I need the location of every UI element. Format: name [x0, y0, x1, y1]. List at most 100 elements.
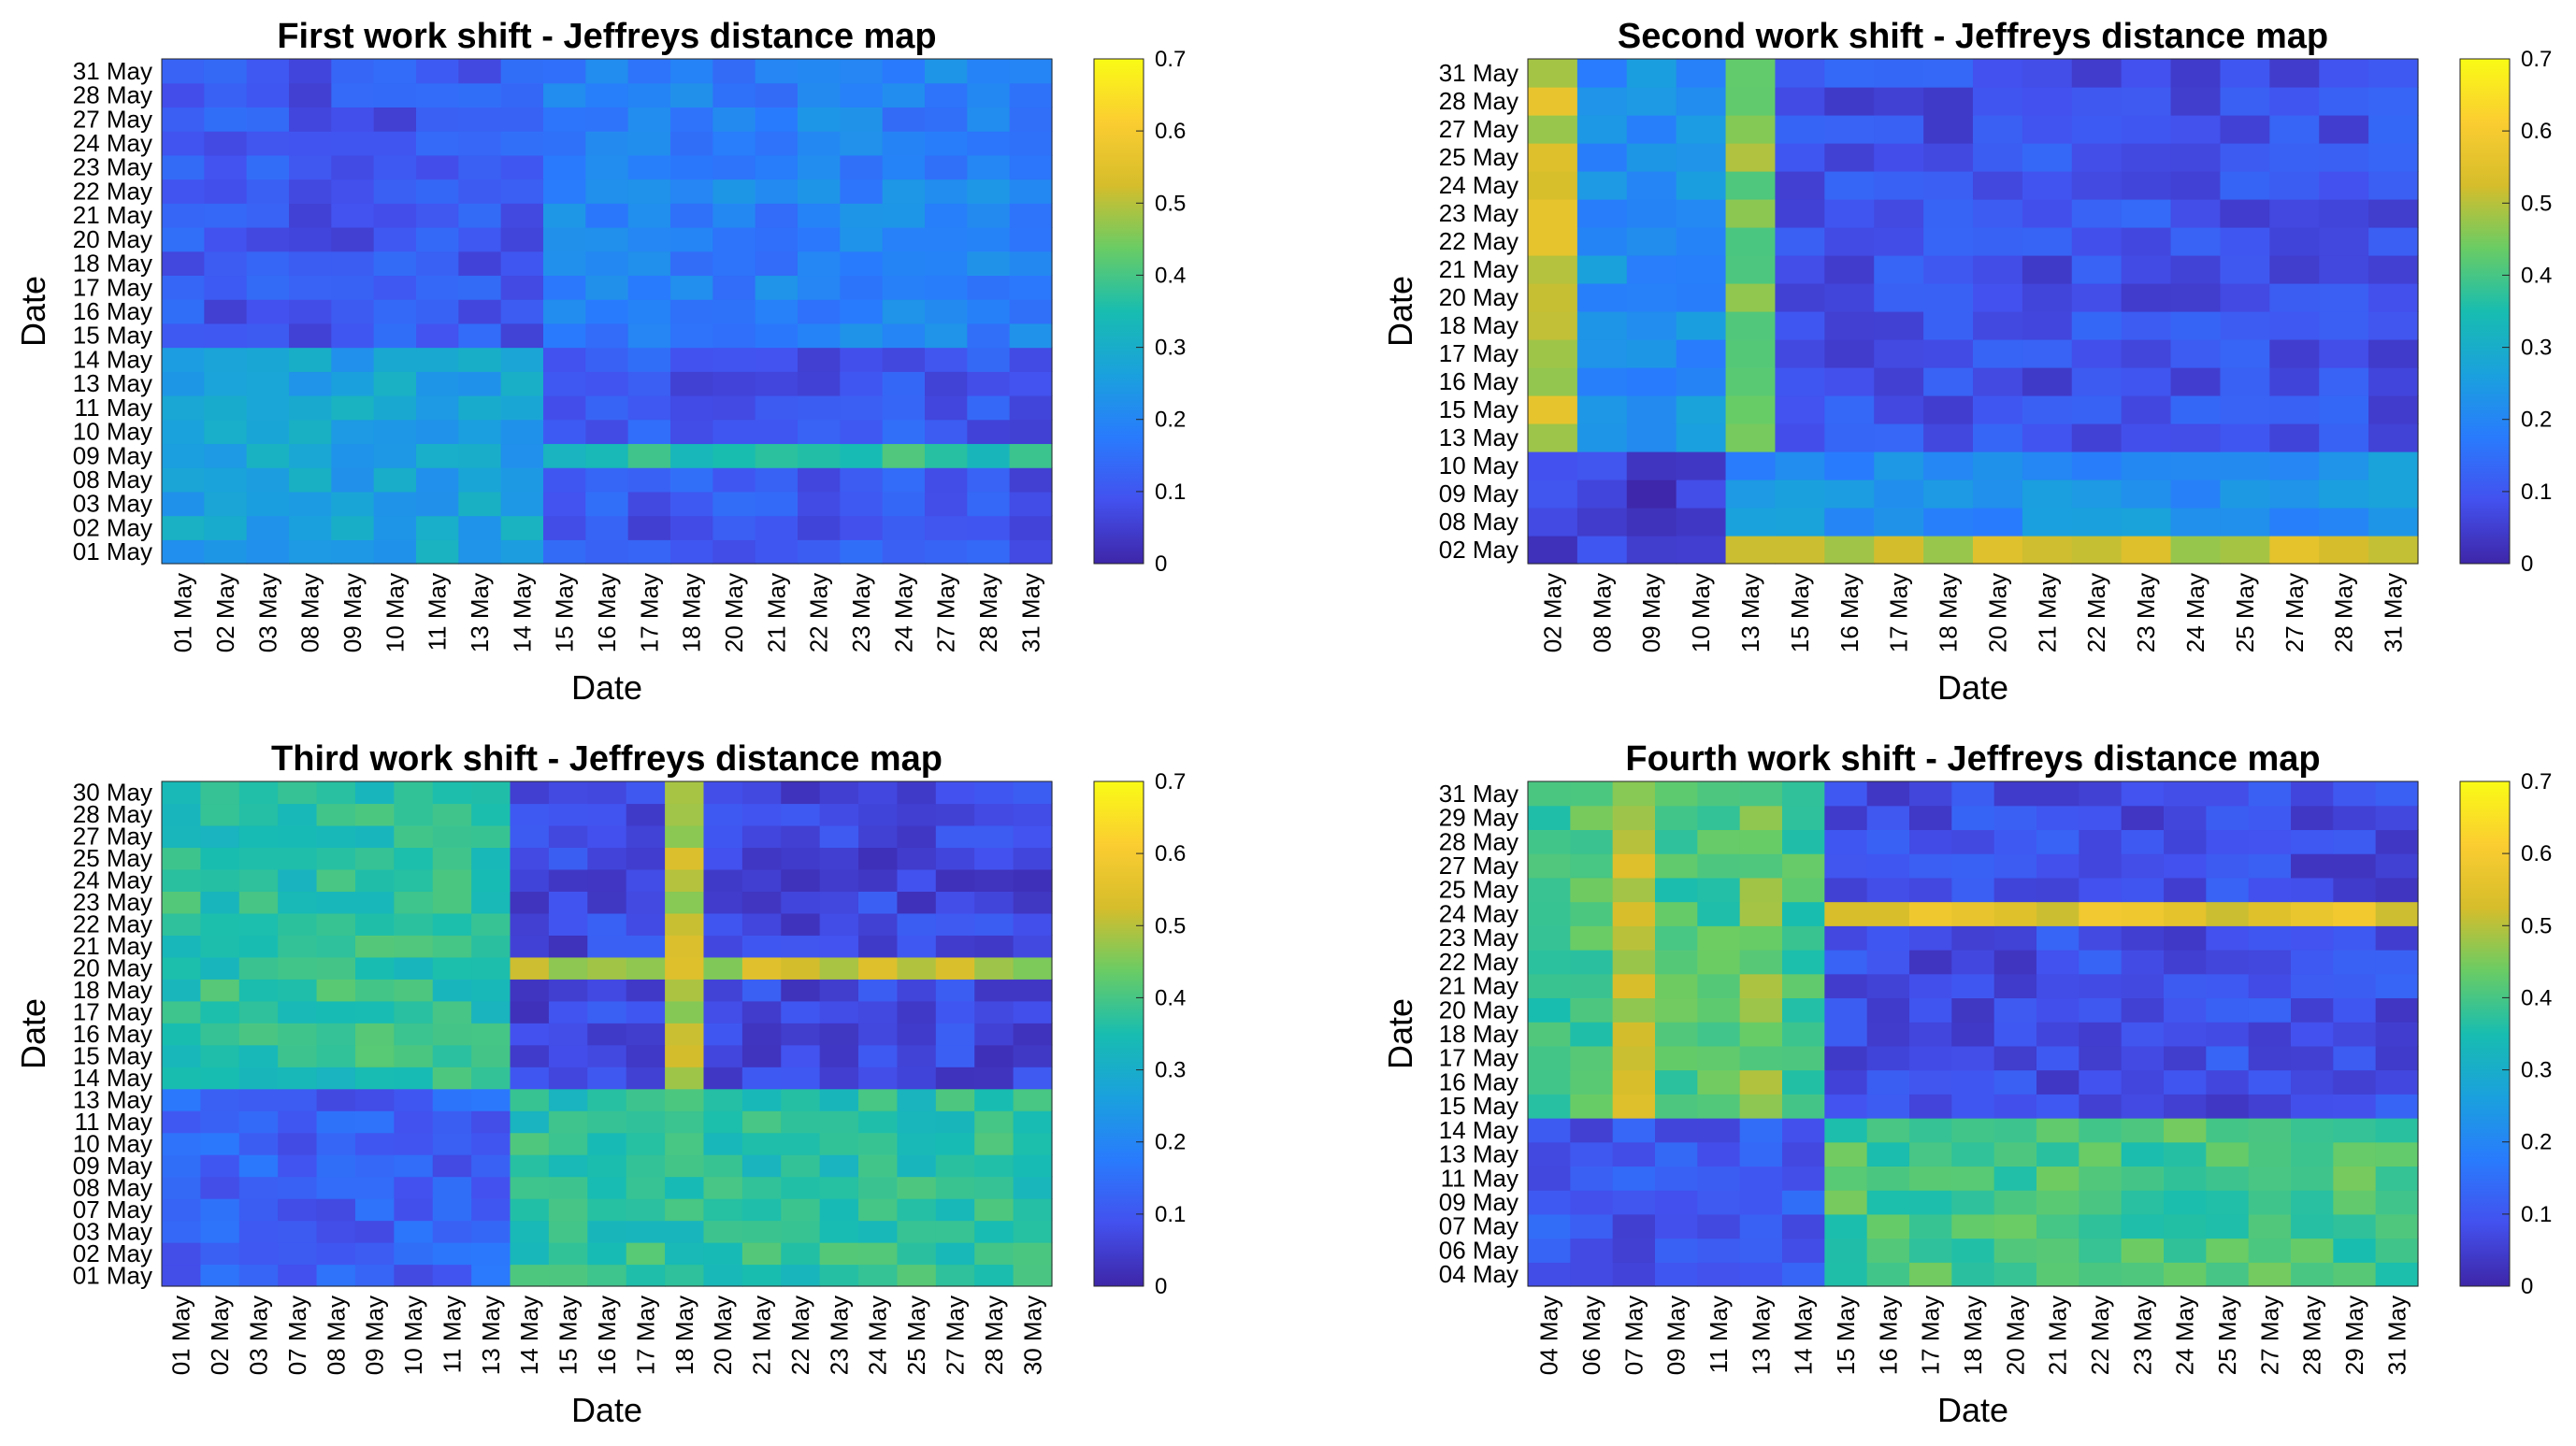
heatmap-cell: [500, 251, 544, 277]
heatmap-cell: [670, 59, 713, 84]
heatmap-cell: [1874, 171, 1924, 200]
heatmap-cell: [1676, 536, 1727, 565]
heatmap-cell: [289, 322, 332, 349]
heatmap-cell: [458, 347, 502, 372]
heatmap-cell: [2170, 171, 2222, 200]
heatmap-cell: [2269, 480, 2320, 508]
heatmap-cell: [354, 1088, 395, 1111]
heatmap-cell: [354, 824, 395, 849]
heatmap-cell: [432, 1220, 472, 1243]
heatmap-cell: [1697, 950, 1741, 975]
heatmap-cell: [974, 1110, 1015, 1134]
y-tick-label: 31 May: [73, 57, 152, 85]
heatmap-cell: [1655, 1069, 1698, 1095]
heatmap-cell: [2269, 59, 2320, 88]
heatmap-cell: [200, 1154, 240, 1178]
heatmap-cell: [1612, 1190, 1656, 1215]
heatmap-cell: [289, 371, 332, 396]
heatmap-cell: [200, 1110, 240, 1134]
heatmap-cell: [432, 956, 472, 980]
heatmap-cell: [2121, 367, 2172, 396]
heatmap-cell: [204, 491, 248, 517]
heatmap-cell: [316, 1000, 356, 1024]
heatmap-cell: [2164, 973, 2207, 999]
x-tick-label: 30 May: [1018, 1296, 1046, 1375]
heatmap-cell: [316, 1023, 356, 1046]
heatmap-cell: [548, 868, 588, 892]
heatmap-cell: [703, 1242, 743, 1266]
heatmap-cell: [1874, 59, 1924, 88]
heatmap-cell: [712, 275, 756, 300]
heatmap-cell: [935, 891, 975, 914]
heatmap-cell: [1528, 1141, 1571, 1167]
heatmap-cell: [1993, 781, 2037, 807]
heatmap-cell: [500, 131, 544, 156]
heatmap-cell: [2071, 508, 2123, 537]
heatmap-cell: [1697, 781, 1741, 807]
heatmap-cell: [755, 154, 799, 180]
heatmap-cell: [1576, 199, 1628, 228]
heatmap-cell: [2248, 1118, 2292, 1143]
heatmap-cell: [1993, 1118, 2037, 1143]
heatmap-cell: [1923, 311, 1974, 340]
heatmap-cell: [1626, 59, 1677, 88]
heatmap-cell: [246, 395, 290, 421]
y-tick-label: 09 May: [73, 441, 152, 469]
heatmap-cell: [1612, 1069, 1656, 1095]
heatmap-cell: [2220, 311, 2270, 340]
heatmap-cell: [974, 1176, 1015, 1199]
heatmap-cell: [2368, 171, 2419, 200]
heatmap-cell: [755, 467, 799, 493]
heatmap-cell: [2121, 997, 2165, 1023]
heatmap-cell: [1973, 311, 2023, 340]
heatmap-cell: [1676, 283, 1727, 312]
heatmap-cell: [1824, 395, 1875, 424]
heatmap-cell: [755, 107, 799, 132]
heatmap-cell: [200, 1088, 240, 1111]
heatmap-cell: [2170, 199, 2222, 228]
heatmap-cell: [670, 491, 713, 517]
heatmap-cell: [2291, 1213, 2334, 1239]
heatmap-cell: [331, 515, 375, 540]
heatmap-cell: [2368, 115, 2419, 144]
y-tick-label: 31 May: [1439, 780, 1518, 808]
heatmap-cell: [819, 1220, 859, 1243]
heatmap-cell: [246, 82, 290, 108]
heatmap-cell: [2333, 829, 2377, 854]
heatmap-cell: [548, 1242, 588, 1266]
y-tick-label: 01 May: [73, 1261, 152, 1289]
heatmap-cell: [510, 1023, 550, 1046]
heatmap-cell: [1993, 901, 2037, 926]
heatmap-cell: [1576, 508, 1628, 537]
heatmap-cell: [2121, 227, 2172, 256]
heatmap-cell: [162, 979, 201, 1002]
heatmap-cell: [548, 1220, 588, 1243]
heatmap-cell: [1923, 423, 1974, 452]
heatmap-cell: [798, 322, 841, 349]
heatmap-cell: [798, 203, 841, 228]
heatmap-cell: [548, 912, 588, 936]
heatmap-cell: [1824, 227, 1875, 256]
heatmap-cell: [741, 1220, 782, 1243]
y-tick-label: 29 May: [1439, 804, 1518, 832]
heatmap-cell: [1909, 829, 1952, 854]
heatmap-cell: [1824, 925, 1868, 951]
heatmap-cell: [1528, 829, 1571, 854]
heatmap-cell: [1973, 367, 2023, 396]
heatmap-cell: [416, 107, 459, 132]
heatmap-cell: [2220, 171, 2270, 200]
heatmap-cell: [1824, 255, 1875, 284]
heatmap-cell: [2319, 536, 2369, 565]
heatmap-cell: [2036, 925, 2080, 951]
heatmap-cell: [162, 935, 201, 958]
heatmap-cell: [416, 251, 459, 277]
heatmap-cell: [471, 868, 511, 892]
colorbar-tick-label: 0.1: [2521, 480, 2552, 505]
heatmap-cell: [1739, 997, 1783, 1023]
heatmap-cell: [2079, 973, 2123, 999]
heatmap-cell: [1626, 171, 1677, 200]
heatmap-cell: [1973, 199, 2023, 228]
heatmap-cell: [162, 868, 201, 892]
heatmap-cell: [967, 299, 1011, 324]
heatmap-cell: [1655, 829, 1698, 854]
